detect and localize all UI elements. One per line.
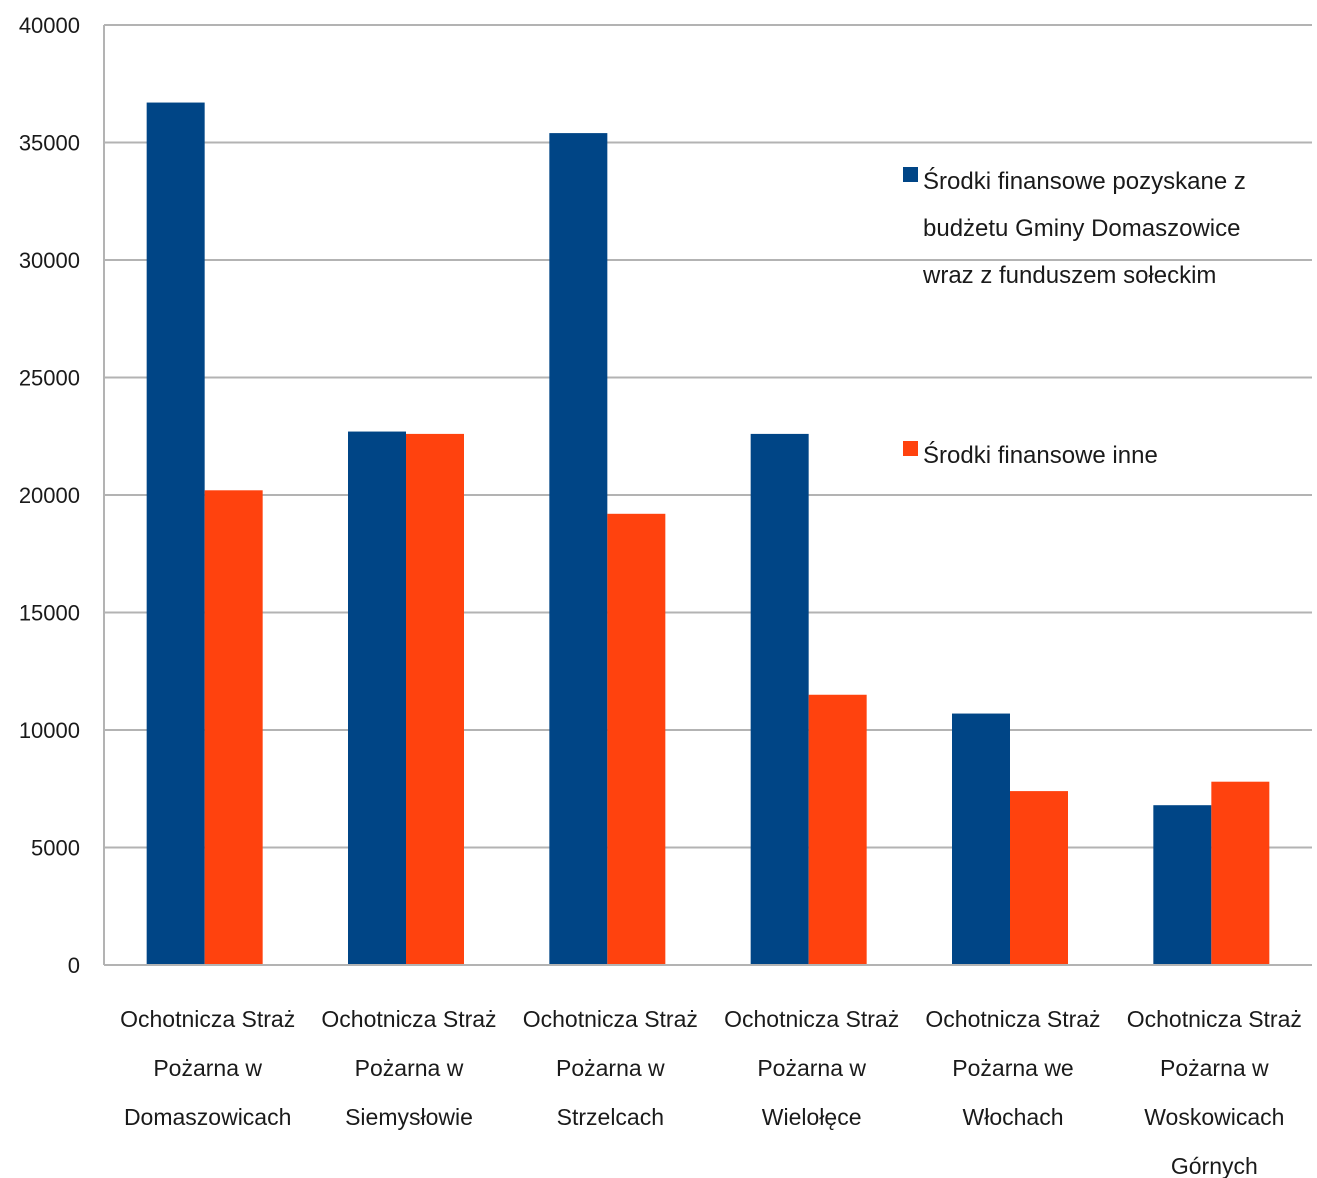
legend-label-line: wraz z funduszem sołeckim xyxy=(922,262,1216,289)
category-label-line: Ochotnicza Straż xyxy=(1127,1006,1302,1032)
bar-series-2-cat-5 xyxy=(1010,791,1068,965)
category-label-line: Pożarna w xyxy=(757,1055,866,1081)
bar-series-1-cat-3 xyxy=(549,133,608,966)
bar-series-1-cat-1 xyxy=(146,102,205,966)
legend-label: Środki finansowe pozyskane z budżetu Gmin… xyxy=(922,167,1246,289)
bars xyxy=(146,102,1270,966)
y-tick-label: 40000 xyxy=(19,13,80,38)
y-tick-label: 10000 xyxy=(19,718,80,743)
category-label-line: Siemysłowie xyxy=(345,1104,473,1130)
legend-label: Środki finansowe inne xyxy=(923,441,1158,469)
category-label-line: Strzelcach xyxy=(557,1104,664,1130)
category-label-line: Ochotnicza Straż xyxy=(321,1006,496,1032)
category-label-line: Domaszowicach xyxy=(124,1104,291,1130)
category-label-line: Woskowicach xyxy=(1144,1104,1284,1130)
category-label-line: Pożarna w xyxy=(355,1055,464,1081)
category-label: Ochotnicza Straż Pożarna w Strzelcach xyxy=(523,1006,698,1130)
category-label-line: Wielołęce xyxy=(762,1104,862,1130)
category-label-line: Ochotnicza Straż xyxy=(724,1006,899,1032)
category-label-line: Ochotnicza Straż xyxy=(523,1006,698,1032)
bar-series-1-cat-2 xyxy=(348,431,406,965)
y-tick-label: 35000 xyxy=(19,131,80,156)
y-tick-label: 20000 xyxy=(19,483,80,508)
category-label: Ochotnicza Straż Pożarna we Włochach xyxy=(925,1006,1100,1130)
legend-swatch xyxy=(903,441,918,456)
bar-series-2-cat-3 xyxy=(607,513,666,965)
y-tick-label: 30000 xyxy=(19,248,80,273)
category-label: Ochotnicza Straż Pożarna w Domaszowicach xyxy=(120,1006,295,1130)
legend-label-line: Środki finansowe pozyskane z xyxy=(923,167,1246,195)
y-tick-label: 5000 xyxy=(31,836,80,861)
category-label-line: Górnych xyxy=(1171,1153,1258,1178)
category-label: Ochotnicza Straż Pożarna w Siemysłowie xyxy=(321,1006,496,1130)
bar-series-1-cat-6 xyxy=(1153,805,1212,965)
category-label: Ochotnicza Straż Pożarna w Wielołęce xyxy=(724,1006,899,1130)
category-label: Ochotnicza Straż Pożarna w Woskowicach Górn… xyxy=(1127,1006,1302,1178)
y-tick-label: 0 xyxy=(68,953,80,978)
legend: Środki finansowe pozyskane z budżetu Gmin… xyxy=(903,167,1246,469)
legend-label-line: Środki finansowe inne xyxy=(923,441,1158,469)
category-label-line: Pożarna w xyxy=(1160,1055,1269,1081)
legend-label-line: budżetu Gminy Domaszowice xyxy=(923,215,1240,242)
category-label-line: Pożarna w xyxy=(556,1055,665,1081)
category-label-line: Włochach xyxy=(963,1104,1064,1130)
bar-series-2-cat-6 xyxy=(1211,781,1270,965)
bar-series-2-cat-2 xyxy=(406,433,464,965)
category-label-line: Pożarna w xyxy=(153,1055,262,1081)
bar-series-1-cat-5 xyxy=(952,713,1010,965)
bar-series-2-cat-4 xyxy=(808,694,867,965)
legend-swatch xyxy=(903,167,918,182)
category-label-line: Ochotnicza Straż xyxy=(120,1006,295,1032)
bar-series-2-cat-1 xyxy=(204,490,263,965)
category-label-line: Pożarna we xyxy=(952,1055,1073,1081)
x-axis-category-labels: Ochotnicza Straż Pożarna w DomaszowicachOc… xyxy=(120,1006,1302,1178)
y-axis-tick-labels: 0 5000 10000 15000 20000 25000 30000 35000 40000 xyxy=(19,13,80,978)
y-tick-label: 15000 xyxy=(19,601,80,626)
gridlines xyxy=(104,24,1312,849)
axes xyxy=(103,25,1312,966)
y-tick-label: 25000 xyxy=(19,366,80,391)
bar-series-1-cat-4 xyxy=(750,433,809,965)
category-label-line: Ochotnicza Straż xyxy=(925,1006,1100,1032)
